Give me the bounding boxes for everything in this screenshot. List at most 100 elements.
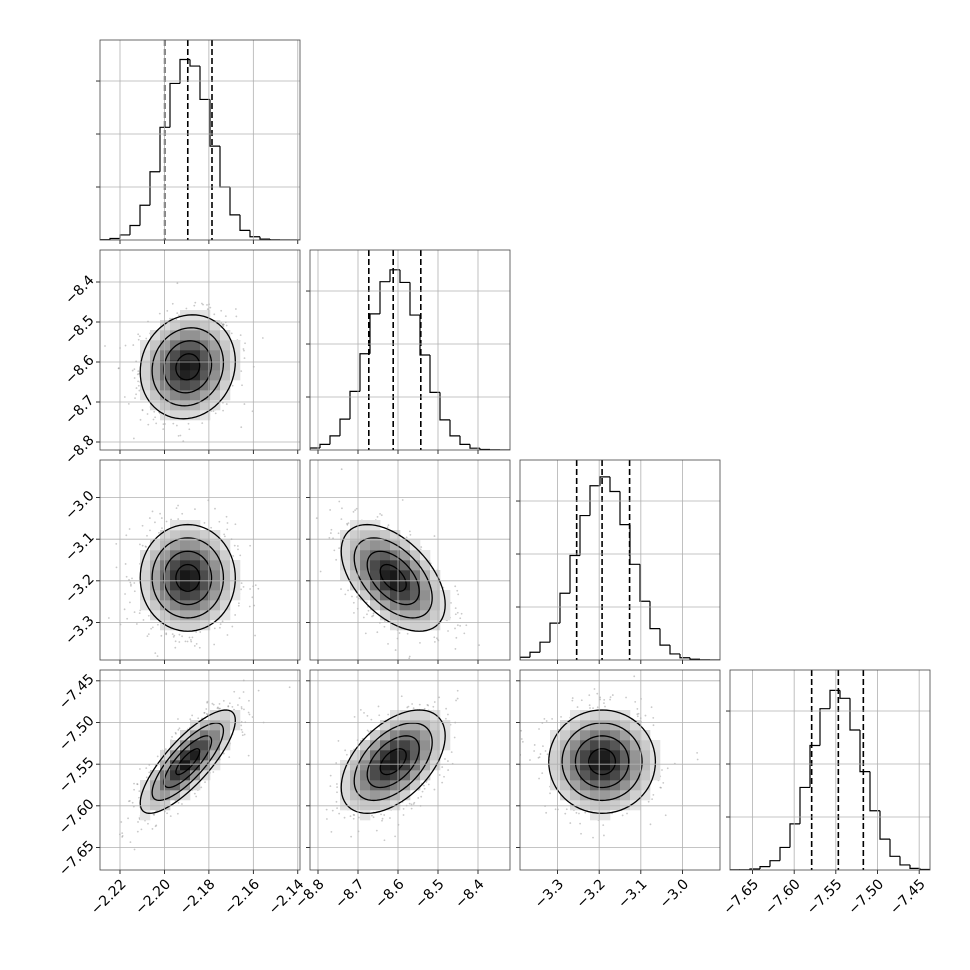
sample-point bbox=[419, 641, 421, 644]
sample-point bbox=[169, 815, 172, 818]
sample-point bbox=[227, 705, 230, 707]
density-cell bbox=[550, 770, 561, 781]
density-cell bbox=[630, 720, 641, 731]
histogram-step bbox=[359, 353, 370, 392]
density-cell bbox=[170, 540, 181, 551]
density-cell bbox=[410, 770, 421, 781]
histogram-step bbox=[589, 485, 600, 516]
sample-point bbox=[130, 584, 132, 587]
sample-point bbox=[222, 323, 225, 326]
y-tick-label: −7.65 bbox=[56, 838, 98, 880]
sample-point bbox=[240, 588, 243, 591]
sample-point bbox=[378, 714, 381, 717]
density-cell bbox=[390, 600, 401, 611]
sample-point bbox=[447, 713, 449, 716]
density-cell bbox=[430, 600, 441, 611]
sample-point bbox=[652, 793, 655, 796]
sample-point bbox=[222, 699, 225, 702]
density-cell bbox=[170, 350, 181, 361]
density-cell bbox=[150, 370, 161, 381]
sample-point bbox=[571, 699, 574, 702]
histogram-step bbox=[179, 58, 190, 84]
y-tick-label: −3.2 bbox=[62, 571, 97, 606]
density-cell bbox=[160, 570, 171, 581]
histogram-step bbox=[629, 524, 640, 565]
density-cell bbox=[600, 730, 611, 741]
density-cell bbox=[380, 570, 391, 581]
density-cell bbox=[170, 340, 181, 351]
sample-point bbox=[533, 750, 536, 752]
density-cell bbox=[170, 520, 181, 531]
sample-point bbox=[576, 706, 579, 708]
x-tick-label: −8.6 bbox=[372, 876, 407, 911]
contour bbox=[548, 709, 657, 814]
density-cell bbox=[370, 760, 381, 771]
sample-point bbox=[177, 518, 180, 520]
histogram-step bbox=[310, 447, 320, 450]
y-tick-label: −8.7 bbox=[62, 392, 97, 427]
histogram-step bbox=[239, 214, 250, 231]
sample-point bbox=[195, 795, 198, 798]
panel-frame bbox=[99, 669, 301, 871]
sample-point bbox=[195, 631, 198, 633]
sample-point bbox=[233, 544, 236, 547]
density-cell bbox=[630, 750, 641, 761]
histogram-step bbox=[449, 419, 460, 437]
panel-frame bbox=[99, 39, 301, 241]
sample-point bbox=[138, 768, 141, 770]
density-cell bbox=[220, 370, 231, 381]
sample-point bbox=[153, 813, 156, 816]
sample-point bbox=[240, 706, 243, 708]
sample-point bbox=[352, 813, 355, 816]
x-tick-label: −2.20 bbox=[132, 876, 174, 918]
density-cell bbox=[210, 360, 221, 371]
sample-point bbox=[649, 823, 652, 826]
density-cell bbox=[170, 790, 181, 801]
density-cell bbox=[590, 720, 601, 731]
sample-point bbox=[599, 696, 602, 699]
density-cell bbox=[220, 380, 231, 391]
histogram-step bbox=[119, 234, 130, 239]
density-cell bbox=[590, 790, 601, 801]
sample-point bbox=[541, 772, 544, 775]
density-cell bbox=[180, 620, 191, 631]
sample-point bbox=[376, 631, 379, 634]
sample-point bbox=[478, 644, 480, 646]
sample-point bbox=[204, 781, 206, 784]
sample-point bbox=[589, 707, 591, 709]
density-cell bbox=[220, 570, 231, 581]
y-tick-label: −8.4 bbox=[62, 272, 97, 307]
panel-content bbox=[100, 40, 300, 240]
density-cell bbox=[360, 760, 371, 771]
sample-point bbox=[408, 657, 411, 660]
density-cell bbox=[410, 550, 421, 561]
density-cell bbox=[160, 350, 171, 361]
sample-point bbox=[186, 640, 189, 643]
density-cell bbox=[220, 740, 231, 751]
density-cell bbox=[600, 810, 611, 821]
density-cell bbox=[150, 330, 161, 341]
histogram-step bbox=[609, 476, 620, 493]
sample-point bbox=[146, 635, 149, 638]
sample-point bbox=[153, 410, 156, 413]
density-cell bbox=[620, 720, 631, 731]
x-tick-label: −7.65 bbox=[721, 876, 763, 918]
density-cell bbox=[190, 530, 201, 541]
density-cell bbox=[420, 730, 431, 741]
sample-point bbox=[375, 829, 378, 832]
sample-point bbox=[253, 604, 256, 607]
density-cell bbox=[220, 340, 231, 351]
density-cell bbox=[140, 810, 151, 821]
sample-point bbox=[205, 708, 208, 710]
density-cell bbox=[580, 730, 591, 741]
density-cell bbox=[370, 590, 381, 601]
sample-point bbox=[136, 783, 139, 785]
sample-point bbox=[221, 323, 224, 326]
sample-point bbox=[412, 803, 415, 805]
panel-frame bbox=[519, 459, 721, 661]
sample-point bbox=[239, 554, 242, 557]
panel bbox=[516, 459, 721, 664]
sample-point bbox=[433, 788, 436, 791]
sample-point bbox=[247, 754, 250, 757]
sample-point bbox=[214, 412, 217, 415]
